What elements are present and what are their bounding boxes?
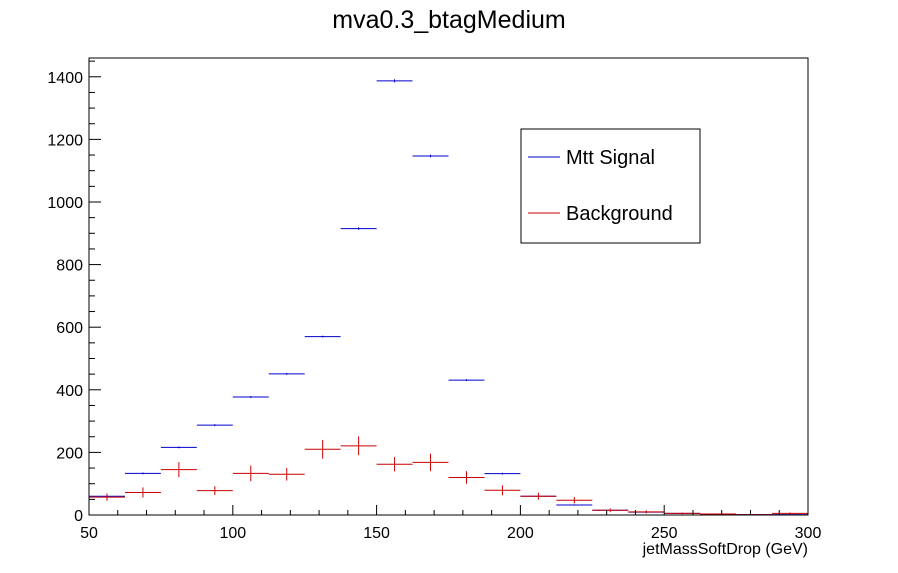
data-point <box>304 439 341 459</box>
legend-box <box>520 128 701 244</box>
data-point <box>196 424 233 427</box>
data-point <box>160 462 197 478</box>
data-point <box>232 396 269 398</box>
y-tick-label: 400 <box>56 383 83 400</box>
plot-frame <box>88 57 809 516</box>
data-point <box>340 436 377 456</box>
data-point <box>556 504 593 506</box>
data-point <box>592 508 629 513</box>
data-point <box>556 497 593 504</box>
data-point <box>376 457 413 472</box>
data-point <box>448 471 485 484</box>
data-point <box>412 453 449 472</box>
data-point <box>484 485 521 496</box>
axes: 50 100 150 200 250 300 0 200 400 600 800 1000 1200 14… <box>47 60 822 542</box>
legend: Mtt Signal Background <box>520 128 701 244</box>
data-point <box>124 472 161 475</box>
data-point <box>304 335 341 338</box>
x-tick-label: 200 <box>507 525 534 542</box>
data-point <box>772 512 808 515</box>
data-point <box>89 493 125 501</box>
data-point <box>340 227 377 230</box>
data-point <box>700 513 737 515</box>
x-tick-label: 50 <box>80 525 98 542</box>
data-point <box>448 379 485 382</box>
chart-title: mva0.3_btagMedium <box>332 6 565 34</box>
data-point <box>628 510 665 514</box>
series-1 <box>89 436 808 516</box>
data-point <box>484 472 521 475</box>
data-point <box>160 446 197 449</box>
data-point <box>124 487 161 498</box>
data-point <box>268 372 305 375</box>
x-axis-title: jetMassSoftDrop (GeV) <box>642 541 808 558</box>
data-point <box>232 465 269 482</box>
data-point <box>376 79 413 83</box>
y-tick-label: 1000 <box>47 195 83 212</box>
x-tick-label: 250 <box>651 525 678 542</box>
y-tick-label: 800 <box>56 258 83 275</box>
y-tick-label: 1200 <box>47 132 83 149</box>
data-point <box>412 154 449 158</box>
data-point <box>268 468 305 481</box>
x-tick-label: 100 <box>219 525 246 542</box>
legend-label-background: Background <box>566 203 673 225</box>
data-point <box>520 492 557 500</box>
y-tick-label: 600 <box>56 320 83 337</box>
x-tick-label: 300 <box>795 525 822 542</box>
y-tick-label: 0 <box>74 508 83 525</box>
data-point <box>664 512 701 515</box>
x-tick-label: 150 <box>363 525 390 542</box>
legend-label-signal: Mtt Signal <box>566 147 655 169</box>
y-tick-label: 200 <box>56 445 83 462</box>
y-tick-label: 1400 <box>47 70 83 87</box>
data-point <box>196 486 233 495</box>
